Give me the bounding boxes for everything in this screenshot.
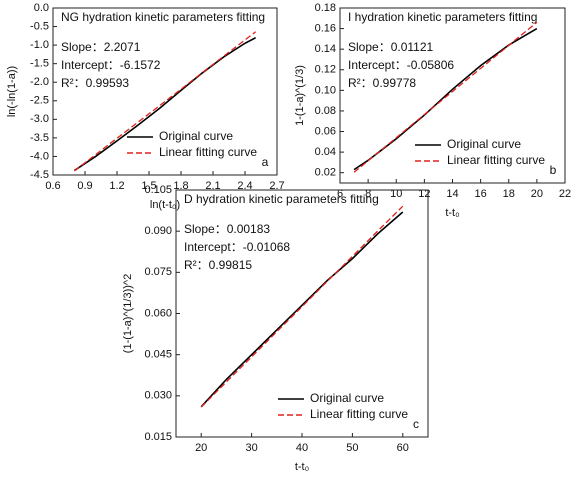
x-tick-label: 8 bbox=[365, 188, 371, 200]
legend-label: Original curve bbox=[310, 391, 384, 405]
series-line bbox=[200, 211, 404, 408]
y-tick-label: 0.075 bbox=[144, 266, 172, 278]
y-axis-label: (1-(1-a)^(1/3))^2 bbox=[122, 274, 134, 353]
x-tick-label: 22 bbox=[559, 188, 571, 200]
x-tick-label: 0.6 bbox=[45, 180, 60, 192]
x-tick-label: 14 bbox=[446, 188, 458, 200]
plot-frame bbox=[52, 7, 278, 176]
annotation: Intercept：-6.1572 bbox=[61, 58, 161, 72]
legend-label: Original curve bbox=[159, 129, 233, 143]
annotation: Slope：0.00183 bbox=[184, 222, 270, 236]
y-tick-label: 0.04 bbox=[315, 146, 336, 158]
x-tick-label: 1.2 bbox=[109, 180, 124, 192]
x-tick-label: 12 bbox=[418, 188, 430, 200]
series-line bbox=[73, 36, 257, 172]
annotation: Slope：0.01121 bbox=[348, 40, 434, 54]
y-tick-label: 0.10 bbox=[315, 84, 336, 96]
y-tick-label: 0.045 bbox=[144, 349, 172, 361]
annotation: R²：0.99593 bbox=[61, 76, 129, 90]
y-tick-label: -1.0 bbox=[30, 39, 49, 51]
y-tick-label: 0.08 bbox=[315, 105, 336, 117]
y-tick-label: 0.015 bbox=[144, 431, 172, 443]
x-tick-label: 20 bbox=[195, 442, 207, 454]
x-axis-label: t-t₀ bbox=[445, 207, 459, 219]
x-tick-label: 2.4 bbox=[237, 180, 252, 192]
x-tick-label: 1.8 bbox=[173, 180, 188, 192]
y-axis-label: ln(-ln(1-a)) bbox=[6, 66, 18, 117]
annotation: R²：0.99778 bbox=[348, 76, 416, 90]
legend-label: Linear fitting curve bbox=[310, 407, 408, 421]
y-tick-label: -2.5 bbox=[30, 95, 49, 107]
y-tick-label: -1.5 bbox=[30, 58, 49, 70]
y-tick-label: -3.0 bbox=[30, 113, 49, 125]
x-tick-label: 16 bbox=[475, 188, 487, 200]
legend-label: Linear fitting curve bbox=[159, 145, 257, 159]
annotation: Intercept：-0.05806 bbox=[348, 58, 454, 72]
y-tick-label: -4.5 bbox=[30, 169, 49, 181]
x-tick-label: 18 bbox=[503, 188, 515, 200]
y-tick-label: -3.5 bbox=[30, 132, 49, 144]
x-tick-label: 10 bbox=[390, 188, 402, 200]
y-tick-label: 0.030 bbox=[144, 390, 172, 402]
series-line bbox=[200, 205, 404, 408]
y-tick-label: 0.060 bbox=[144, 307, 172, 319]
legend-label: Linear fitting curve bbox=[447, 153, 545, 167]
x-axis-label: ln(t-t₀) bbox=[150, 199, 180, 211]
y-tick-label: -4.0 bbox=[30, 150, 49, 162]
y-tick-label: -2.0 bbox=[30, 76, 49, 88]
annotation: Intercept：-0.01068 bbox=[184, 240, 290, 254]
y-tick-label: 0.18 bbox=[315, 2, 336, 14]
y-tick-label: 0.0 bbox=[34, 2, 49, 14]
annotation: R²：0.99815 bbox=[184, 258, 252, 272]
x-tick-label: 30 bbox=[245, 442, 257, 454]
x-axis-label: t-t₀ bbox=[295, 461, 309, 473]
x-tick-label: 2.1 bbox=[205, 180, 220, 192]
y-tick-label: -0.5 bbox=[30, 20, 49, 32]
y-tick-label: 0.090 bbox=[144, 225, 172, 237]
y-tick-label: 0.14 bbox=[315, 43, 336, 55]
y-tick-label: 0.105 bbox=[144, 184, 172, 196]
chart-title: I hydration kinetic parameters fitting bbox=[348, 10, 537, 24]
x-tick-label: 20 bbox=[531, 188, 543, 200]
y-tick-label: 0.06 bbox=[315, 125, 336, 137]
series-line bbox=[73, 31, 257, 172]
x-tick-label: 0.9 bbox=[77, 180, 92, 192]
panel-label: c bbox=[413, 417, 419, 431]
chart-title: D hydration kinetic parameters fitting bbox=[184, 192, 379, 206]
x-tick-label: 50 bbox=[346, 442, 358, 454]
annotation: Slope：2.2071 bbox=[61, 40, 141, 54]
y-tick-label: 0.12 bbox=[315, 64, 336, 76]
panel-label: a bbox=[262, 155, 269, 169]
x-tick-label: 60 bbox=[397, 442, 409, 454]
y-tick-label: 0.16 bbox=[315, 22, 336, 34]
chart-title: NG hydration kinetic parameters fitting bbox=[61, 10, 265, 24]
legend-label: Original curve bbox=[447, 137, 521, 151]
y-axis-label: 1-(1-a)^(1/3) bbox=[294, 65, 306, 126]
y-tick-label: 0.02 bbox=[315, 167, 336, 179]
x-tick-label: 6 bbox=[337, 188, 343, 200]
x-tick-label: 40 bbox=[296, 442, 308, 454]
x-tick-label: 2.7 bbox=[269, 180, 284, 192]
series-line bbox=[353, 21, 538, 173]
panel-label: b bbox=[550, 163, 557, 177]
x-tick-label: 1.5 bbox=[141, 180, 156, 192]
